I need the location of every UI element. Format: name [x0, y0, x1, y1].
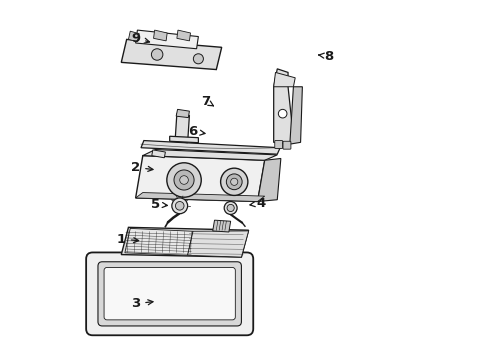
Text: 7: 7: [201, 95, 214, 108]
Polygon shape: [152, 150, 166, 158]
Polygon shape: [258, 158, 281, 202]
Circle shape: [220, 168, 248, 195]
Polygon shape: [136, 156, 265, 202]
Text: 8: 8: [319, 50, 334, 63]
Polygon shape: [274, 69, 294, 144]
Polygon shape: [122, 40, 221, 69]
Circle shape: [194, 54, 203, 64]
Polygon shape: [122, 227, 248, 257]
Polygon shape: [176, 109, 190, 118]
Polygon shape: [188, 231, 248, 257]
Text: 4: 4: [250, 197, 266, 210]
Polygon shape: [177, 30, 191, 41]
Polygon shape: [136, 30, 198, 49]
FancyBboxPatch shape: [283, 141, 291, 149]
Polygon shape: [143, 149, 277, 160]
Text: 6: 6: [188, 125, 205, 138]
Circle shape: [175, 202, 184, 210]
Polygon shape: [128, 31, 139, 41]
Circle shape: [151, 49, 163, 60]
Text: 9: 9: [131, 32, 149, 45]
Text: 1: 1: [117, 233, 139, 246]
Text: 3: 3: [131, 297, 153, 310]
Text: 2: 2: [131, 161, 153, 174]
FancyBboxPatch shape: [275, 140, 283, 148]
Circle shape: [167, 163, 201, 197]
Polygon shape: [170, 136, 198, 143]
Circle shape: [227, 204, 234, 212]
Polygon shape: [136, 193, 265, 202]
Circle shape: [172, 198, 188, 214]
Polygon shape: [274, 72, 295, 87]
Circle shape: [226, 174, 242, 190]
Polygon shape: [290, 87, 302, 144]
Circle shape: [278, 109, 287, 118]
Polygon shape: [141, 140, 280, 154]
Circle shape: [174, 170, 194, 190]
Circle shape: [224, 202, 237, 215]
FancyBboxPatch shape: [98, 262, 242, 326]
Text: 5: 5: [151, 198, 167, 211]
Circle shape: [231, 178, 238, 185]
Circle shape: [180, 176, 188, 184]
Polygon shape: [125, 228, 193, 255]
Polygon shape: [213, 220, 231, 232]
Polygon shape: [175, 114, 190, 143]
FancyBboxPatch shape: [104, 267, 235, 320]
Polygon shape: [153, 30, 167, 41]
FancyBboxPatch shape: [86, 252, 253, 335]
